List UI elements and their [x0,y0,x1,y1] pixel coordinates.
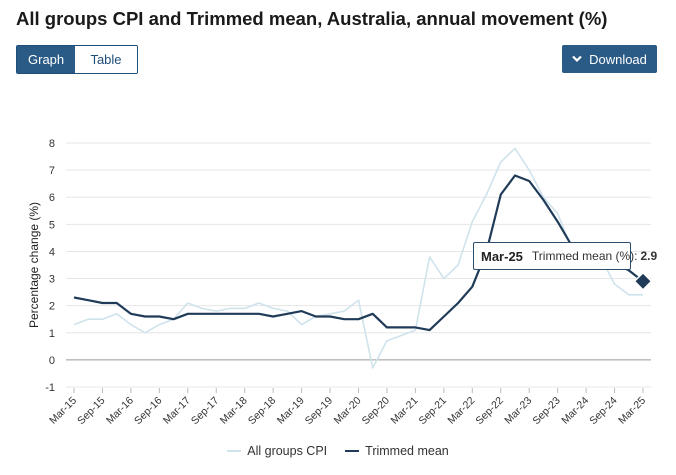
x-tick-label: Sep-23 [530,395,563,428]
x-tick-label: Mar-17 [161,395,193,427]
x-tick-label: Sep-20 [360,395,393,428]
y-tick-label: 6 [49,192,55,204]
legend-item-trimmed[interactable]: Trimmed mean [345,444,449,458]
view-toggle: Graph Table [16,45,138,74]
y-axis-label: Percentage change (%) [27,202,41,328]
x-tick-label: Sep-22 [473,395,506,428]
y-tick-label: 0 [49,355,55,367]
tooltip-value: 2.9 [640,249,658,263]
highlight-marker[interactable] [633,271,653,291]
legend-label-cpi: All groups CPI [247,444,328,458]
y-tick-label: -1 [45,382,55,394]
x-tick-label: Mar-25 [616,395,648,427]
legend-label-trimmed: Trimmed mean [365,444,449,458]
legend-item-cpi[interactable]: All groups CPI [227,444,327,458]
page-title: All groups CPI and Trimmed mean, Austral… [16,8,608,29]
y-axis: -1 0 1 2 3 4 5 6 7 8 [45,138,55,394]
chart-grid [66,142,651,388]
x-tick-label: Mar-23 [502,395,534,427]
x-tick-label: Sep-18 [246,395,279,428]
legend-swatch-trimmed [345,450,360,452]
y-tick-label: 7 [49,165,55,177]
x-tick-label: Mar-20 [332,395,364,427]
y-tick-label: 1 [49,328,55,340]
x-tick-label: Mar-19 [275,395,307,427]
x-tick-label: Mar-15 [47,395,79,427]
tooltip-period: Mar-25 [481,248,523,264]
chart-legend: All groups CPI Trimmed mean [0,444,676,458]
chart-tooltip: Mar-25 Trimmed mean (%): 2.9 [473,242,657,270]
series-line-trimmed[interactable] [73,174,644,332]
x-tick-label: Mar-16 [104,395,136,427]
series-line-cpi[interactable] [73,147,643,369]
tab-graph[interactable]: Graph [17,46,75,73]
chart-series [73,147,653,369]
x-tick-label: Sep-17 [189,395,222,428]
x-tick-label: Mar-18 [218,395,250,427]
tooltip-series-name: Trimmed mean (%): [531,249,638,263]
x-tick-label: Sep-16 [132,395,165,428]
y-tick-label: 4 [49,246,55,258]
download-label: Download [589,51,647,67]
x-tick-label: Sep-24 [587,395,620,428]
y-tick-label: 5 [49,219,55,231]
x-tick-label: Sep-21 [417,395,450,428]
download-button[interactable]: Download [562,45,657,73]
x-tick-label: Mar-24 [559,395,591,427]
y-tick-label: 8 [49,138,55,150]
x-tick-label: Sep-19 [303,395,336,428]
y-tick-label: 3 [49,274,55,286]
chevron-down-icon [572,55,582,63]
tab-table[interactable]: Table [75,46,137,73]
legend-swatch-cpi [227,450,242,452]
x-tick-label: Mar-21 [389,395,421,427]
x-axis: Mar-15Sep-15Mar-16Sep-16Mar-17Sep-17Mar-… [47,388,648,427]
x-tick-label: Sep-15 [75,395,108,428]
x-tick-label: Mar-22 [445,395,477,427]
y-tick-label: 2 [49,301,55,313]
